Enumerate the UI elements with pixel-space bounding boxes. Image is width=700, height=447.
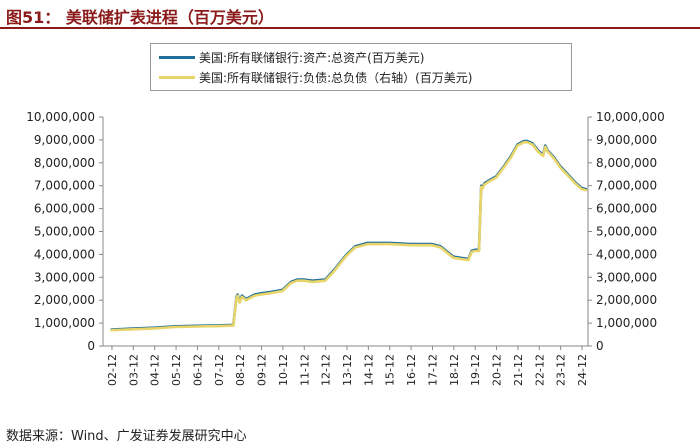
line-chart: 0 1,000,000 2,000,000 3,000,000 4,000,000 5,0… <box>26 110 665 386</box>
x-tick-label: 04-12 <box>149 354 162 386</box>
legend-label-assets: 美国:所有联储银行:资产:总资产(百万美元) <box>199 50 425 65</box>
x-tick-label: 09-12 <box>256 354 269 386</box>
x-tick-label: 12-12 <box>320 354 333 386</box>
left-tick-label: 5,000,000 <box>34 225 95 239</box>
legend-swatch-liabilities <box>159 75 195 79</box>
left-tick-label: 3,000,000 <box>34 270 95 284</box>
right-tick-label: 2,000,000 <box>596 293 657 307</box>
x-tick-label: 24-12 <box>576 354 589 386</box>
right-tick-label: 5,000,000 <box>596 225 657 239</box>
left-tick-label: 9,000,000 <box>34 133 95 147</box>
title-bar: 图51： 美联储扩表进程（百万美元） <box>0 0 700 30</box>
x-tick-label: 15-12 <box>384 354 397 386</box>
x-tick-label: 05-12 <box>170 354 183 386</box>
right-tick-label: 3,000,000 <box>596 270 657 284</box>
right-y-axis: 0 1,000,000 2,000,000 3,000,000 4,000,000 5,0… <box>588 110 665 353</box>
legend: 美国:所有联储银行:资产:总资产(百万美元) 美国:所有联储银行:负债:总负债（… <box>150 43 572 91</box>
left-tick-label: 8,000,000 <box>34 156 95 170</box>
right-tick-label: 8,000,000 <box>596 156 657 170</box>
x-tick-label: 06-12 <box>191 354 204 386</box>
right-tick-label: 0 <box>596 339 604 353</box>
series-layer <box>110 139 588 332</box>
left-y-axis: 0 1,000,000 2,000,000 3,000,000 4,000,000 5,0… <box>26 110 103 353</box>
legend-item-liabilities: 美国:所有联储银行:负债:总负债（右轴）(百万美元) <box>159 67 473 87</box>
chart-title: 图51： 美联储扩表进程（百万美元） <box>6 8 274 27</box>
source-note: 数据来源：Wind、广发证券发展研究中心 <box>6 429 247 444</box>
right-tick-label: 9,000,000 <box>596 133 657 147</box>
x-tick-label: 13-12 <box>341 354 354 386</box>
x-tick-label: 11-12 <box>298 354 311 386</box>
title-divider <box>0 27 700 29</box>
x-tick-label: 18-12 <box>448 354 461 386</box>
x-tick-label: 08-12 <box>234 354 247 386</box>
left-tick-label: 6,000,000 <box>34 202 95 216</box>
x-tick-label: 22-12 <box>533 354 546 386</box>
series-line-total-assets <box>110 139 588 331</box>
left-tick-label: 2,000,000 <box>34 293 95 307</box>
x-tick-label: 23-12 <box>555 354 568 386</box>
legend-item-assets: 美国:所有联储银行:资产:总资产(百万美元) <box>159 47 425 67</box>
x-tick-label: 19-12 <box>469 354 482 386</box>
legend-label-liabilities: 美国:所有联储银行:负债:总负债（右轴）(百万美元) <box>199 70 473 85</box>
x-tick-label: 21-12 <box>512 354 525 386</box>
legend-swatch-assets <box>159 55 195 59</box>
left-tick-label: 7,000,000 <box>34 179 95 193</box>
right-tick-label: 4,000,000 <box>596 247 657 261</box>
x-tick-label: 02-12 <box>106 354 119 386</box>
left-tick-label: 0 <box>87 339 95 353</box>
x-axis: 02-12 03-12 04-12 05-12 06-12 07-12 08-12 09-12… <box>106 346 589 386</box>
x-tick-label: 07-12 <box>213 354 226 386</box>
x-tick-label: 10-12 <box>277 354 290 386</box>
right-tick-label: 1,000,000 <box>596 316 657 330</box>
x-tick-label: 20-12 <box>491 354 504 386</box>
x-tick-label: 16-12 <box>405 354 418 386</box>
right-tick-label: 6,000,000 <box>596 202 657 216</box>
x-tick-label: 17-12 <box>426 354 439 386</box>
left-tick-label: 1,000,000 <box>34 316 95 330</box>
x-tick-label: 03-12 <box>127 354 140 386</box>
left-tick-label: 10,000,000 <box>26 110 95 124</box>
x-tick-label: 14-12 <box>362 354 375 386</box>
right-tick-label: 7,000,000 <box>596 179 657 193</box>
series-line-total-liabilities <box>110 140 588 332</box>
left-tick-label: 4,000,000 <box>34 247 95 261</box>
right-tick-label: 10,000,000 <box>596 110 665 124</box>
